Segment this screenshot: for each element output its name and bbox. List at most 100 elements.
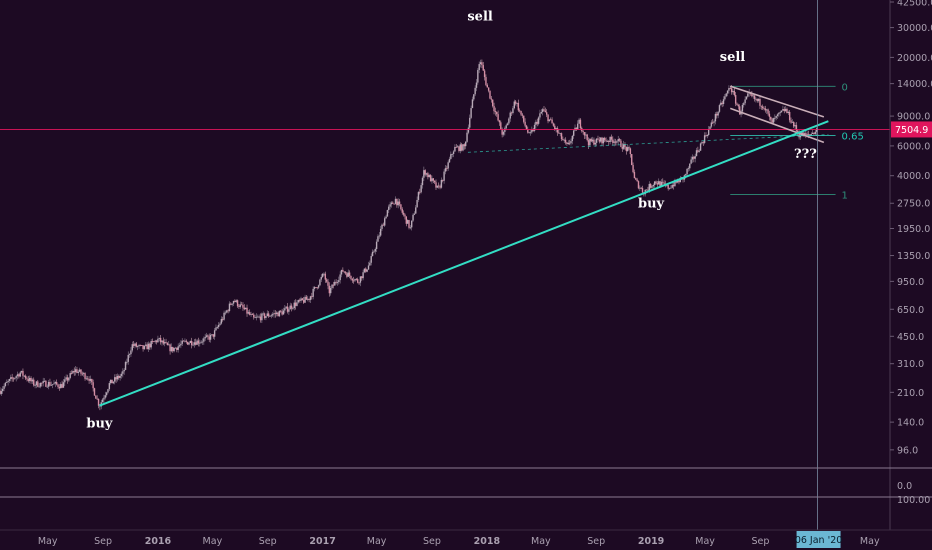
- candle-body: [263, 313, 266, 319]
- candle-body: [0, 390, 1, 394]
- candle-body: [0, 391, 3, 394]
- candle-body: [416, 199, 418, 208]
- candle-body: [358, 282, 360, 284]
- candle-body: [35, 381, 38, 386]
- crosshair-date-badge: [796, 531, 841, 548]
- candle-body: [487, 87, 490, 91]
- candle-body: [454, 146, 456, 152]
- candle-body: [289, 305, 291, 310]
- candle-body: [315, 287, 317, 288]
- candle-body: [375, 241, 378, 249]
- candle-body: [776, 114, 779, 117]
- candle-body: [16, 374, 19, 377]
- candle-body: [397, 201, 399, 206]
- candle-body: [277, 312, 279, 317]
- candle-body: [535, 121, 537, 125]
- candle-body: [425, 173, 428, 175]
- candle-body: [334, 281, 336, 286]
- candle-body: [184, 340, 186, 342]
- candle-body: [325, 279, 328, 282]
- candle-body: [300, 298, 302, 301]
- candle-body: [780, 110, 783, 113]
- candle-body: [70, 373, 73, 374]
- candle-body: [143, 345, 146, 350]
- candle-body: [531, 129, 533, 133]
- candle-body: [529, 132, 532, 134]
- candle-body: [583, 132, 586, 136]
- candle-body: [720, 102, 722, 106]
- candle-body: [718, 105, 721, 112]
- candle-body: [338, 280, 340, 283]
- candle-body: [101, 399, 104, 403]
- candle-body: [505, 125, 507, 129]
- x-tick-label: 2016: [145, 536, 172, 547]
- candle-body: [388, 206, 390, 211]
- candle-body: [497, 114, 499, 121]
- candle-body: [266, 313, 268, 317]
- candle-body: [201, 341, 204, 343]
- candle-body: [467, 127, 470, 133]
- candle-body: [280, 310, 282, 312]
- candle-body: [107, 389, 109, 393]
- candle-body: [550, 119, 552, 121]
- candle-body: [417, 192, 420, 200]
- candle-body: [406, 220, 409, 224]
- candle-body: [207, 335, 209, 337]
- candle-body: [336, 282, 339, 283]
- candle-body: [328, 285, 331, 294]
- candle-body: [733, 90, 736, 96]
- candle-body: [74, 369, 77, 373]
- candle-body: [365, 268, 367, 272]
- candle-body: [146, 344, 148, 350]
- candle-body: [4, 382, 7, 387]
- candle-body: [525, 125, 528, 130]
- candle-body: [502, 131, 505, 135]
- candle-body: [685, 174, 687, 176]
- candle-body: [501, 129, 503, 135]
- candle-body: [438, 185, 440, 187]
- candle-body: [423, 170, 425, 178]
- candle-body: [93, 388, 96, 396]
- y-tick-label: 140.0: [897, 418, 924, 429]
- candle-body: [313, 287, 316, 289]
- candle-body: [72, 371, 74, 374]
- y-tick-label: 310.0: [897, 359, 924, 370]
- crosshair-date-label: 06 Jan '20: [795, 535, 842, 546]
- candle-body: [763, 108, 765, 109]
- candle-body: [371, 251, 374, 257]
- candle-body: [224, 312, 227, 314]
- candle-body: [709, 126, 711, 129]
- candle-body: [282, 310, 285, 315]
- candle-body: [570, 140, 572, 144]
- candle-body: [496, 112, 498, 115]
- candle-body: [281, 311, 283, 315]
- candle-body: [459, 144, 461, 151]
- candle-body: [637, 181, 640, 189]
- candle-body: [401, 209, 403, 213]
- annotations-layer: buy sell sell buy???: [86, 10, 817, 432]
- candle-body: [793, 121, 795, 127]
- candle-body: [506, 123, 509, 126]
- candle-body: [730, 88, 733, 93]
- candle-body: [431, 178, 433, 182]
- candle-body: [339, 274, 341, 281]
- candle-body: [112, 381, 115, 384]
- candle-body: [227, 310, 229, 312]
- candle-body: [687, 168, 690, 170]
- candle-body: [284, 308, 286, 311]
- candle-body: [45, 380, 47, 387]
- candle-body: [805, 133, 807, 135]
- drawings-layer: 0 0.65 1: [0, 0, 890, 530]
- candle-body: [635, 178, 637, 180]
- candle-body: [493, 106, 495, 112]
- candle-body: [591, 139, 594, 142]
- candle-body: [122, 371, 124, 374]
- candle-body: [404, 214, 406, 217]
- candle-body: [460, 144, 463, 151]
- candle-body: [228, 303, 231, 312]
- candle-body: [211, 334, 213, 336]
- candle-body: [91, 378, 93, 383]
- candle-body: [246, 307, 248, 314]
- candle-body: [205, 335, 208, 337]
